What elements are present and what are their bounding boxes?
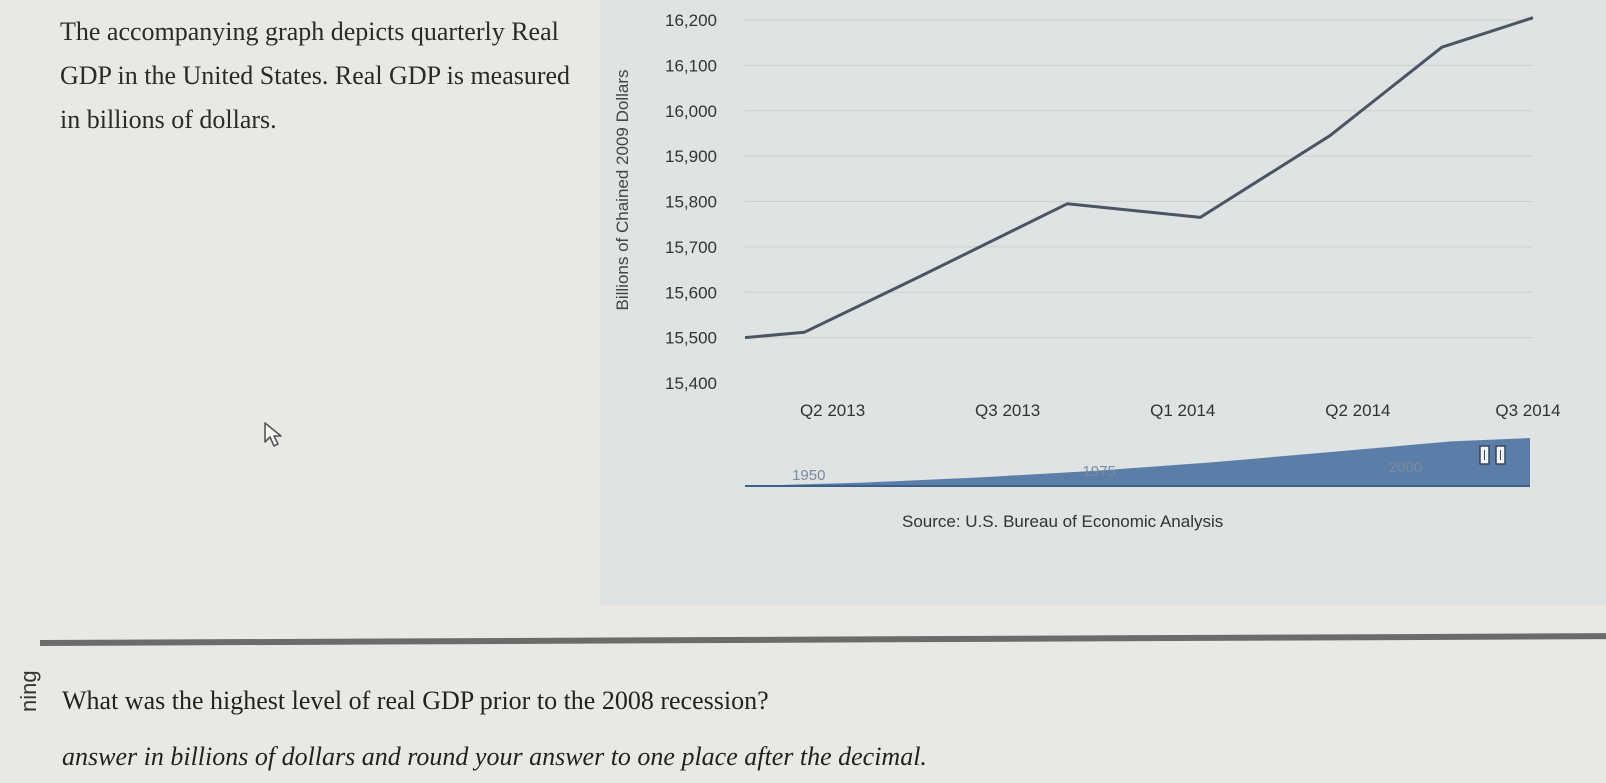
side-label: ning	[16, 670, 41, 712]
series-layer	[744, 16, 1534, 340]
x-tick-label: Q2 2014	[1325, 401, 1390, 420]
navigator-label: 1975	[1083, 463, 1116, 480]
instruction-text: answer in billions of dollars and round …	[62, 742, 927, 771]
series-line	[744, 16, 1534, 340]
question-text: What was the highest level of real GDP p…	[62, 686, 769, 715]
navigator-label: 1950	[792, 467, 825, 484]
source-note: Source: U.S. Bureau of Economic Analysis	[902, 512, 1223, 531]
y-axis-label: Billions of Chained 2009 Dollars	[613, 70, 632, 311]
chart-panel: 15,400 15,500 15,600 15,700 15,800 15,900 16,0…	[600, 0, 1606, 605]
y-tick-label: 15,500	[665, 329, 717, 348]
y-tick-label: 16,100	[665, 56, 717, 75]
y-tick-label: 16,000	[665, 102, 717, 121]
y-tick-label: 15,400	[665, 374, 717, 393]
range-navigator[interactable]: 1950 1975 2000	[745, 438, 1530, 487]
y-tick-label: 15,900	[665, 147, 717, 166]
y-tick-label: 16,200	[665, 11, 717, 30]
y-tick-label: 15,800	[665, 193, 717, 212]
mouse-cursor-icon	[264, 422, 282, 447]
x-axis-ticks: Q2 2013 Q3 2013 Q1 2014 Q2 2014 Q3 2014	[800, 401, 1561, 420]
grid-lines	[745, 19, 1533, 339]
intro-text: The accompanying graph depicts quarterly…	[60, 17, 571, 134]
gdp-line-chart: 15,400 15,500 15,600 15,700 15,800 15,900 16,0…	[613, 11, 1561, 531]
x-tick-label: Q3 2014	[1495, 401, 1560, 420]
y-tick-label: 15,700	[665, 238, 717, 257]
y-axis-ticks: 15,400 15,500 15,600 15,700 15,800 15,900 16,0…	[665, 11, 717, 393]
x-tick-label: Q3 2013	[975, 401, 1040, 420]
x-tick-label: Q2 2013	[800, 401, 865, 420]
x-tick-label: Q1 2014	[1150, 401, 1215, 420]
section-divider	[39, 633, 1606, 646]
y-tick-label: 15,600	[665, 283, 717, 302]
navigator-label: 2000	[1389, 459, 1422, 476]
navigator-area	[745, 438, 1530, 486]
